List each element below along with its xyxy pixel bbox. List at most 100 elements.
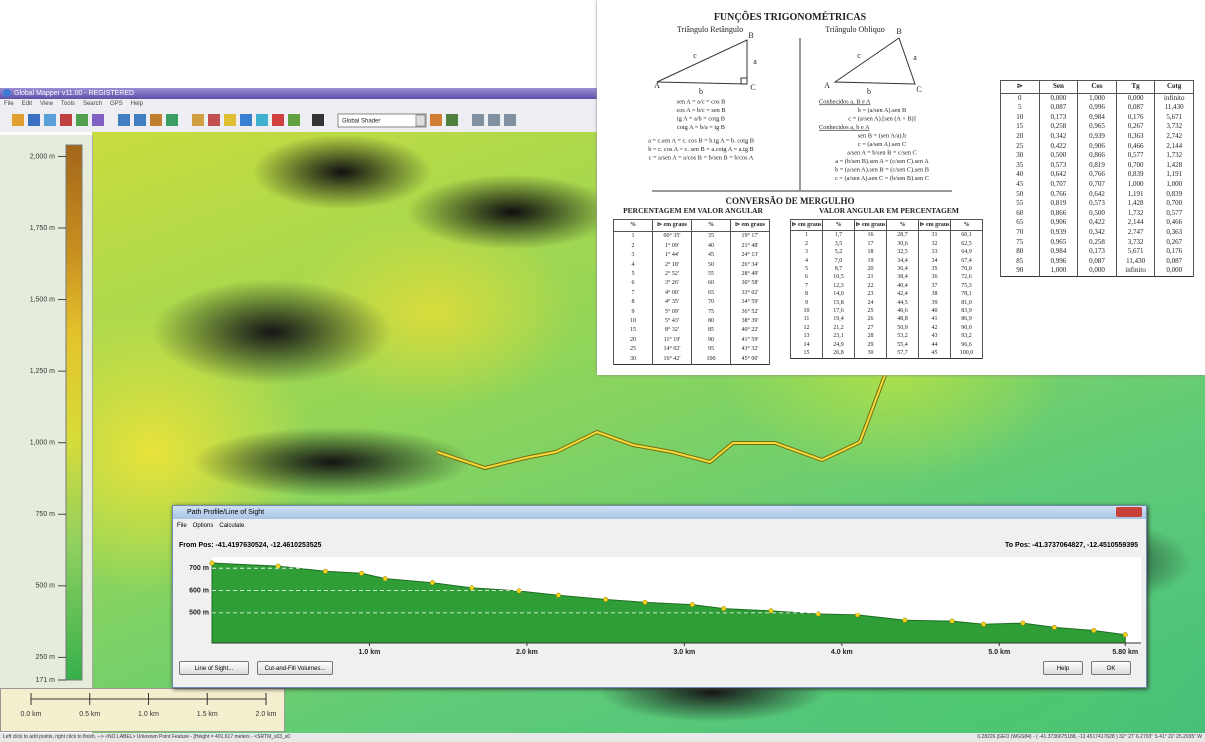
cell: 1,191 (1116, 190, 1155, 200)
cell: 40 (692, 242, 731, 251)
icon[interactable] (60, 114, 72, 126)
table-row: 21° 09'4021° 48' (614, 242, 770, 251)
cell: 1,7 (823, 231, 855, 240)
button[interactable]: Cut-and-Fill Volumes... (257, 661, 333, 675)
toolbar-icons: Global Shader (0, 110, 597, 132)
cell: 15 (614, 326, 653, 335)
cell: 0,819 (1039, 199, 1078, 209)
window-title: Global Mapper v11.00 - REGISTERED (14, 90, 134, 97)
icon[interactable] (28, 114, 40, 126)
icon[interactable] (504, 114, 516, 126)
cell: 5,671 (1155, 113, 1194, 123)
cell: 5 (1001, 103, 1040, 113)
icon[interactable] (224, 114, 236, 126)
formula: c = (a/sen A).sen C (858, 141, 906, 148)
cell: 20 (1001, 132, 1040, 142)
scale-label: 1.5 km (197, 711, 218, 718)
table-row: 100,1730,9840,1765,671 (1001, 113, 1194, 123)
menu-item[interactable]: Tools (61, 101, 75, 107)
menu-item[interactable]: Search (83, 101, 102, 107)
icon[interactable] (256, 114, 268, 126)
profile-point (276, 564, 281, 569)
table-row: 450,7070,7071,0001,000 (1001, 180, 1194, 190)
cell: 35 (919, 265, 951, 273)
cell: 39 (919, 299, 951, 307)
menu-item[interactable]: File (4, 101, 14, 107)
cell: 0,087 (1155, 257, 1194, 267)
icon[interactable] (166, 114, 178, 126)
cell: 19 (855, 257, 887, 265)
cell: 6 (614, 279, 653, 288)
icon[interactable] (134, 114, 146, 126)
trig-document: FUNÇÕES TRIGONOMÉTRICAS Triângulo Retâng… (597, 0, 1205, 375)
path-line (437, 375, 885, 468)
cell: 100 (692, 355, 731, 365)
status-bar: Left click to add points, right click to… (0, 733, 1205, 742)
cell: 85 (692, 326, 731, 335)
icon[interactable] (12, 114, 24, 126)
icon[interactable] (446, 114, 458, 126)
cell: 40,4 (887, 282, 919, 290)
cell: 37 (919, 282, 951, 290)
cell: 8° 32' (653, 326, 692, 335)
table-row: 600,8660,5001,7320,577 (1001, 209, 1194, 219)
dropdown-arrow[interactable] (416, 115, 425, 126)
menu-item[interactable]: Edit (22, 101, 32, 107)
icon[interactable] (288, 114, 300, 126)
cell: 38,4 (887, 273, 919, 281)
legend-label: 2,000 m (30, 153, 55, 160)
cell: 11,430 (1116, 257, 1155, 267)
menu-item[interactable]: View (40, 101, 53, 107)
cell: 45 (919, 349, 951, 358)
cell: 0,173 (1039, 113, 1078, 123)
triangle-label: A (824, 81, 830, 90)
icon[interactable] (118, 114, 130, 126)
color-ramp (66, 145, 82, 680)
icon[interactable] (192, 114, 204, 126)
cell: 34 (919, 257, 951, 265)
cell: 1,428 (1155, 161, 1194, 171)
cell: 0,363 (1116, 132, 1155, 142)
icon[interactable] (92, 114, 104, 126)
button[interactable]: Help (1043, 661, 1083, 675)
triangle-label: B (896, 27, 901, 36)
cell: 0,707 (1039, 180, 1078, 190)
cell: 0,466 (1116, 142, 1155, 152)
icon[interactable] (240, 114, 252, 126)
cell: 93,2 (951, 332, 983, 340)
cell: 11 (791, 315, 823, 323)
x-tick-label: 3.0 km (673, 649, 695, 656)
cell: 1,000 (1078, 93, 1117, 103)
icon[interactable] (76, 114, 88, 126)
menu-item[interactable]: Help (131, 101, 143, 107)
icon[interactable] (472, 114, 484, 126)
header-cell: ⊳ em graus (731, 220, 770, 232)
icon[interactable] (208, 114, 220, 126)
cell: 3 (614, 251, 653, 260)
header-cell: % (951, 220, 983, 231)
icon[interactable] (150, 114, 162, 126)
table-row: 74° 00'6533° 02' (614, 289, 770, 298)
button[interactable]: OK (1091, 661, 1131, 675)
cell: 90 (692, 336, 731, 345)
table-row: 400,6420,7660,8391,191 (1001, 170, 1194, 180)
icon[interactable] (430, 114, 442, 126)
legend-label: 500 m (36, 583, 56, 590)
formula: a/sen A = b/sen B = c/sen C (847, 149, 917, 156)
app-icon (3, 89, 11, 97)
icon[interactable] (272, 114, 284, 126)
icon[interactable] (488, 114, 500, 126)
icon[interactable] (44, 114, 56, 126)
cell: 0,267 (1155, 238, 1194, 248)
button[interactable]: Line of Sight... (179, 661, 249, 675)
cell: 0,839 (1116, 170, 1155, 180)
cell: 0,000 (1116, 93, 1155, 103)
menu-item[interactable]: GPS (110, 101, 123, 107)
scale-label: 1.0 km (138, 711, 159, 718)
header-cell: ⊳ em graus (919, 220, 951, 231)
icon[interactable] (312, 114, 324, 126)
table-row: 58,72036,43570,0 (791, 265, 983, 273)
cell: 3° 26' (653, 279, 692, 288)
cell: 3,732 (1116, 238, 1155, 248)
